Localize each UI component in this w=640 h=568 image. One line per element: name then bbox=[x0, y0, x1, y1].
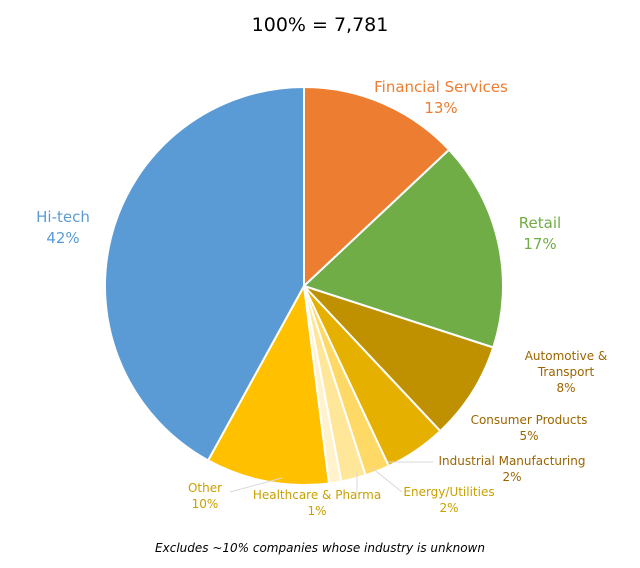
slice-category-label: Other bbox=[188, 481, 222, 495]
slice-value-label: 2% bbox=[439, 501, 458, 515]
slice-category-label: Healthcare & Pharma bbox=[253, 488, 381, 502]
slice-category-label: Financial Services bbox=[374, 78, 508, 96]
slice-category-label: Energy/Utilities bbox=[403, 485, 494, 499]
slice-value-label: 42% bbox=[46, 229, 79, 247]
pie-slices bbox=[104, 86, 504, 486]
leader-line bbox=[371, 467, 403, 493]
slice-labels: Financial Services 13% Retail 17% Automotive… bbox=[36, 78, 607, 518]
pie-slice bbox=[303, 86, 451, 287]
pie-slice bbox=[303, 148, 504, 349]
leader-lines bbox=[229, 461, 433, 494]
leader-line bbox=[229, 477, 283, 493]
slice-value-label: 8% bbox=[556, 381, 575, 395]
slice-value-label: 1% bbox=[307, 504, 326, 518]
slice-value-label: 13% bbox=[424, 99, 457, 117]
slice-value-label: 17% bbox=[523, 235, 556, 253]
slice-category-label: Retail bbox=[519, 214, 561, 232]
pie-slice bbox=[303, 285, 495, 433]
slice-category-label: Automotive & bbox=[525, 349, 608, 363]
slice-value-label: 10% bbox=[192, 497, 219, 511]
slice-category-label: Consumer Products bbox=[471, 413, 588, 427]
pie-slice bbox=[104, 86, 305, 462]
chart-title: 100% = 7,781 bbox=[251, 14, 389, 36]
slice-value-label: 5% bbox=[519, 429, 538, 443]
slice-value-label: 2% bbox=[502, 470, 521, 484]
pie-slice bbox=[207, 285, 330, 486]
footnote: Excludes ~10% companies whose industry i… bbox=[155, 541, 485, 555]
slice-category-label: Transport bbox=[537, 365, 595, 379]
slice-category-label: Hi-tech bbox=[36, 208, 90, 226]
slice-category-label: Industrial Manufacturing bbox=[439, 454, 586, 468]
